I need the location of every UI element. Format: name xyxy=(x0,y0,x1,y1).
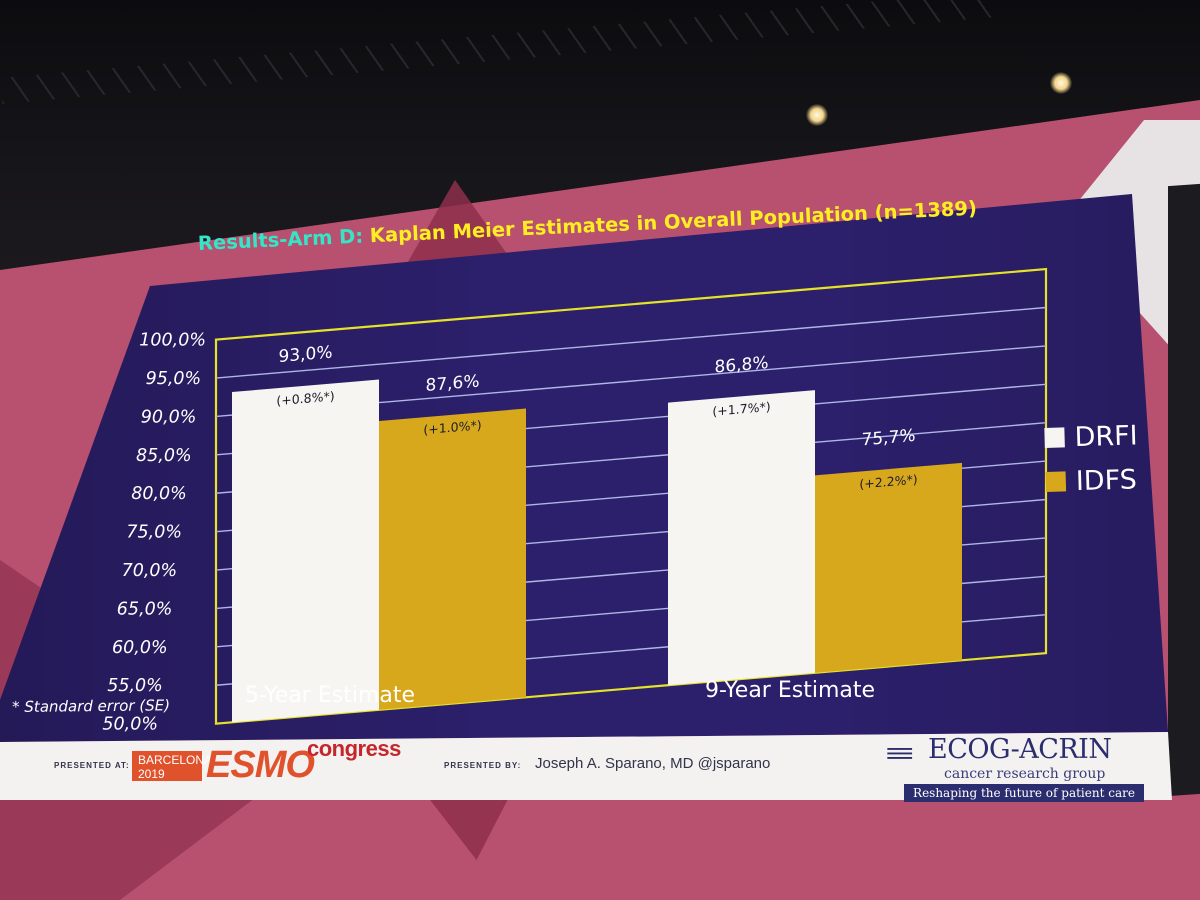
presenter-name: Joseph A. Sparano, MD @jsparano xyxy=(535,755,771,772)
event-badge: BARCELONA 2019 xyxy=(132,751,213,781)
y-tick-label: 60,0% xyxy=(112,638,168,658)
data-labels: 93,0% (+0.8%*) 87,6% (+1.0%*) 86,8% (+1.7%*) 7… xyxy=(276,343,917,492)
y-tick-label: 90,0% xyxy=(141,407,197,427)
y-tick-label: 75,0% xyxy=(126,523,182,543)
data-label-value: 93,0% xyxy=(279,343,333,368)
presented-by-label: PRESENTED BY: xyxy=(444,761,522,770)
y-tick-label: 55,0% xyxy=(107,676,163,696)
bar-idfs xyxy=(815,462,962,673)
bars xyxy=(232,379,962,723)
data-label-value: 86,8% xyxy=(715,353,769,378)
event-suffix: congress xyxy=(307,736,401,761)
y-tick-label: 85,0% xyxy=(136,446,192,466)
data-label-value: 87,6% xyxy=(426,372,480,397)
event-city: BARCELONA xyxy=(138,753,213,767)
bar-drfi xyxy=(668,390,815,686)
stage-light xyxy=(806,104,828,126)
x-axis: 5-Year Estimate 9-Year Estimate xyxy=(245,678,875,708)
org-logo: ≡≡ ECOG-ACRIN cancer research group Resh… xyxy=(884,734,1146,802)
y-tick-label: 70,0% xyxy=(122,561,178,581)
y-tick-label: 65,0% xyxy=(117,599,173,619)
event-year: 2019 xyxy=(138,767,165,781)
org-tagline: Reshaping the future of patient care xyxy=(904,784,1144,802)
y-axis: 50,0% 55,0% 60,0% 65,0% 70,0% 75,0% 80,0% 85,0%… xyxy=(102,331,206,735)
x-tick-label: 5-Year Estimate xyxy=(245,683,415,708)
gridline xyxy=(216,306,1046,379)
data-label-se: (+0.8%*) xyxy=(276,388,334,408)
org-name: ECOG-ACRIN xyxy=(928,734,1112,765)
presented-at-label: PRESENTED AT: xyxy=(54,761,130,770)
y-tick-label: 95,0% xyxy=(146,369,202,389)
x-tick-label: 9-Year Estimate xyxy=(705,678,875,703)
y-tick-label: 80,0% xyxy=(131,484,187,504)
org-logo-icon: ≡≡ xyxy=(886,738,913,768)
y-tick-label: 50,0% xyxy=(102,715,158,735)
bar-idfs xyxy=(379,408,526,710)
data-label-se: (+2.2%*) xyxy=(859,472,917,492)
event-logo-text: ESMO xyxy=(206,744,315,786)
data-label-value: 75,7% xyxy=(862,426,916,451)
data-label-se: (+1.0%*) xyxy=(423,417,481,437)
bar-drfi xyxy=(232,379,379,723)
y-tick-label: 100,0% xyxy=(139,331,206,351)
stage-light xyxy=(1050,72,1072,94)
plot-area: 93,0% (+0.8%*) 87,6% (+1.0%*) 86,8% (+1.7%*) 7… xyxy=(214,267,1048,725)
data-label-se: (+1.7%*) xyxy=(712,399,770,419)
org-subtitle: cancer research group xyxy=(944,766,1106,782)
